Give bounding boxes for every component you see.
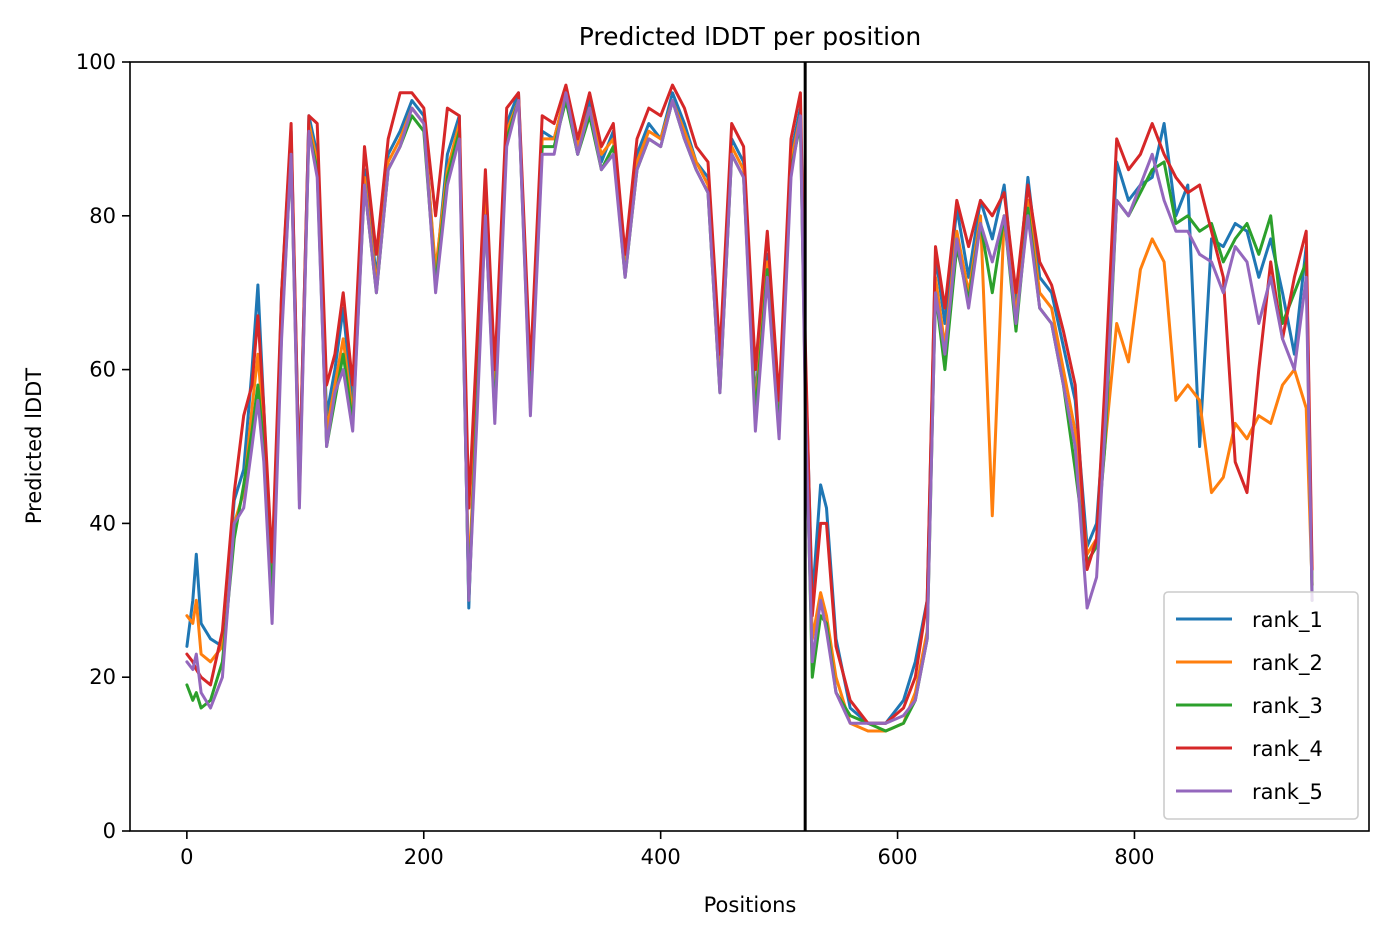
legend-box bbox=[1163, 591, 1359, 820]
x-axis-title: Positions bbox=[704, 893, 797, 917]
legend-label-rank_5: rank_5 bbox=[1252, 780, 1323, 805]
legend-label-rank_3: rank_3 bbox=[1252, 694, 1323, 719]
x-tick-label: 600 bbox=[878, 845, 918, 869]
y-axis-title: Predicted lDDT bbox=[22, 368, 46, 524]
legend: rank_1 rank_2 rank_3 rank_4 rank_5 bbox=[1163, 591, 1359, 820]
x-tick-label: 0 bbox=[180, 845, 193, 869]
x-tick-label: 800 bbox=[1114, 845, 1154, 869]
x-tick-label: 400 bbox=[641, 845, 681, 869]
legend-label-rank_4: rank_4 bbox=[1252, 737, 1323, 762]
axes-group: 0 200 400 600 800 0 20 40 60 80 100 bbox=[76, 50, 1370, 869]
y-tick-label: 0 bbox=[103, 819, 116, 843]
legend-label-rank_2: rank_2 bbox=[1252, 651, 1323, 676]
plot-frame bbox=[129, 61, 1370, 832]
plot-lines-group bbox=[185, 62, 1314, 831]
y-tick-label: 80 bbox=[89, 204, 116, 228]
series-line-rank_4 bbox=[185, 83, 1314, 725]
x-tick-label: 200 bbox=[404, 845, 444, 869]
series-line-rank_5 bbox=[185, 91, 1314, 725]
y-tick-label: 20 bbox=[89, 665, 116, 689]
legend-label-rank_1: rank_1 bbox=[1252, 608, 1323, 633]
y-tick-label: 40 bbox=[89, 511, 116, 535]
y-tick-label: 100 bbox=[76, 50, 116, 74]
y-tick-label: 60 bbox=[89, 358, 116, 382]
chart-title: Predicted lDDT per position bbox=[579, 22, 921, 51]
